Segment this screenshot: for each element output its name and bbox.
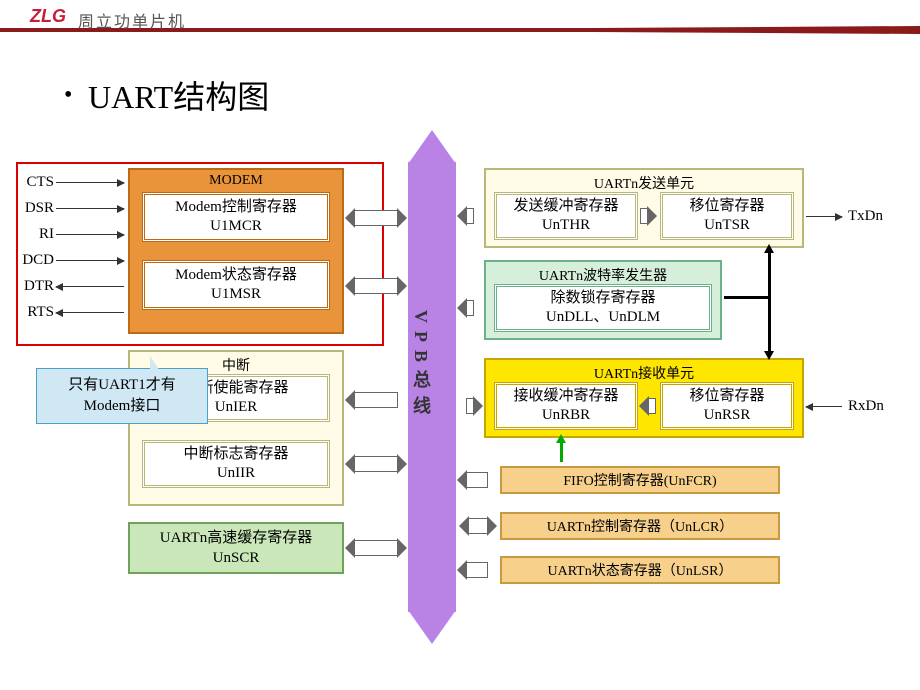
arrow-fifo-rbr xyxy=(560,442,563,462)
modem-u1msr-l2: U1MSR xyxy=(211,285,261,305)
arrow-ri xyxy=(56,234,124,235)
rx-unrbr-l1: 接收缓冲寄存器 xyxy=(513,387,618,407)
cache-l1: UARTn高速缓存寄存器 xyxy=(160,528,312,548)
signal-rts: RTS xyxy=(18,304,54,321)
arrow-rts xyxy=(56,312,124,313)
lcr-text: UARTn控制寄存器（UnLCR） xyxy=(547,516,734,536)
rx-unrbr-l2: UnRBR xyxy=(542,406,590,426)
arrow-dsr xyxy=(56,208,124,209)
baud-l1: 除数锁存寄存器 xyxy=(550,289,655,309)
arrow-tx-rx-vertical xyxy=(768,252,771,352)
arrow-baud-bus xyxy=(466,300,474,316)
signal-rxdn: RxDn xyxy=(848,398,884,415)
arrow-modem-msr-bus xyxy=(354,278,398,294)
rx-unrsr: 移位寄存器 UnRSR xyxy=(660,382,794,430)
modem-u1mcr: Modem控制寄存器 U1MCR xyxy=(142,192,330,242)
callout-text: 只有UART1才有Modem接口 xyxy=(68,377,175,414)
signal-ri: RI xyxy=(18,226,54,243)
arrow-modem-mcr-bus xyxy=(354,210,398,226)
tx-unthr-l2: UnTHR xyxy=(542,216,590,236)
signal-dsr: DSR xyxy=(18,200,54,217)
arrow-lcr-bus xyxy=(468,518,488,534)
callout-tail xyxy=(150,356,162,374)
rx-title: UARTn接收单元 xyxy=(486,363,802,383)
arrow-baud-hline xyxy=(724,296,770,299)
interrupt-unier-l2: UnIER xyxy=(215,398,258,418)
tx-untsr: 移位寄存器 UnTSR xyxy=(660,192,794,240)
callout-box: 只有UART1才有Modem接口 xyxy=(36,368,208,424)
cache-block: UARTn高速缓存寄存器 UnSCR xyxy=(128,522,344,574)
tx-untsr-l1: 移位寄存器 xyxy=(689,197,764,217)
baud-l2: UnDLL、UnDLM xyxy=(546,308,660,328)
fcr-block: FIFO控制寄存器(UnFCR) xyxy=(500,466,780,494)
rx-unrsr-l1: 移位寄存器 xyxy=(689,387,764,407)
arrow-ier-bus xyxy=(354,392,398,408)
lcr-block: UARTn控制寄存器（UnLCR） xyxy=(500,512,780,540)
arrow-thr-tsr xyxy=(640,208,648,224)
bus-bottom-arrow xyxy=(408,610,456,644)
interrupt-uniir-l1: 中断标志寄存器 xyxy=(183,445,288,465)
arrow-tx-bus xyxy=(466,208,474,224)
arrow-cache-bus xyxy=(354,540,398,556)
tx-untsr-l2: UnTSR xyxy=(704,216,750,236)
arrow-rx-bus xyxy=(466,398,474,414)
bus-label: VPB总线 xyxy=(408,310,456,422)
bus-top-arrow xyxy=(408,130,456,164)
signal-dtr: DTR xyxy=(18,278,54,295)
arrow-txdn xyxy=(806,216,842,217)
logo-subtitle: 周立功单片机 xyxy=(78,8,186,32)
signal-txdn: TxDn xyxy=(848,208,883,225)
arrow-iir-bus xyxy=(354,456,398,472)
tx-title: UARTn发送单元 xyxy=(486,173,802,193)
modem-u1msr: Modem状态寄存器 U1MSR xyxy=(142,260,330,310)
baud-undll: 除数锁存寄存器 UnDLL、UnDLM xyxy=(494,284,712,332)
arrow-rxdn xyxy=(806,406,842,407)
modem-title: MODEM xyxy=(130,173,342,189)
arrow-dtr xyxy=(56,286,124,287)
rx-unrbr: 接收缓冲寄存器 UnRBR xyxy=(494,382,638,430)
logo-text: ZLG xyxy=(30,6,66,27)
arrow-fcr-bus xyxy=(466,472,488,488)
signal-dcd: DCD xyxy=(18,252,54,269)
interrupt-uniir-l2: UnIIR xyxy=(217,464,255,484)
signal-cts: CTS xyxy=(18,174,54,191)
title-bullet: • xyxy=(64,82,72,109)
cache-l2: UnSCR xyxy=(213,548,260,568)
arrow-dcd xyxy=(56,260,124,261)
modem-u1msr-l1: Modem状态寄存器 xyxy=(175,266,297,286)
rx-unrsr-l2: UnRSR xyxy=(704,406,751,426)
modem-u1mcr-l2: U1MCR xyxy=(210,217,262,237)
tx-unthr-l1: 发送缓冲寄存器 xyxy=(513,197,618,217)
arrow-rsr-rbr xyxy=(648,398,656,414)
arrow-lsr-bus xyxy=(466,562,488,578)
baud-title: UARTn波特率发生器 xyxy=(486,265,720,285)
interrupt-uniir: 中断标志寄存器 UnIIR xyxy=(142,440,330,488)
fcr-text: FIFO控制寄存器(UnFCR) xyxy=(563,470,716,490)
tx-unthr: 发送缓冲寄存器 UnTHR xyxy=(494,192,638,240)
page-title: UART结构图 xyxy=(88,72,269,118)
modem-u1mcr-l1: Modem控制寄存器 xyxy=(175,198,297,218)
lsr-block: UARTn状态寄存器（UnLSR） xyxy=(500,556,780,584)
arrow-cts xyxy=(56,182,124,183)
header-bar: ZLG 周立功单片机 xyxy=(0,0,920,38)
lsr-text: UARTn状态寄存器（UnLSR） xyxy=(547,560,732,580)
